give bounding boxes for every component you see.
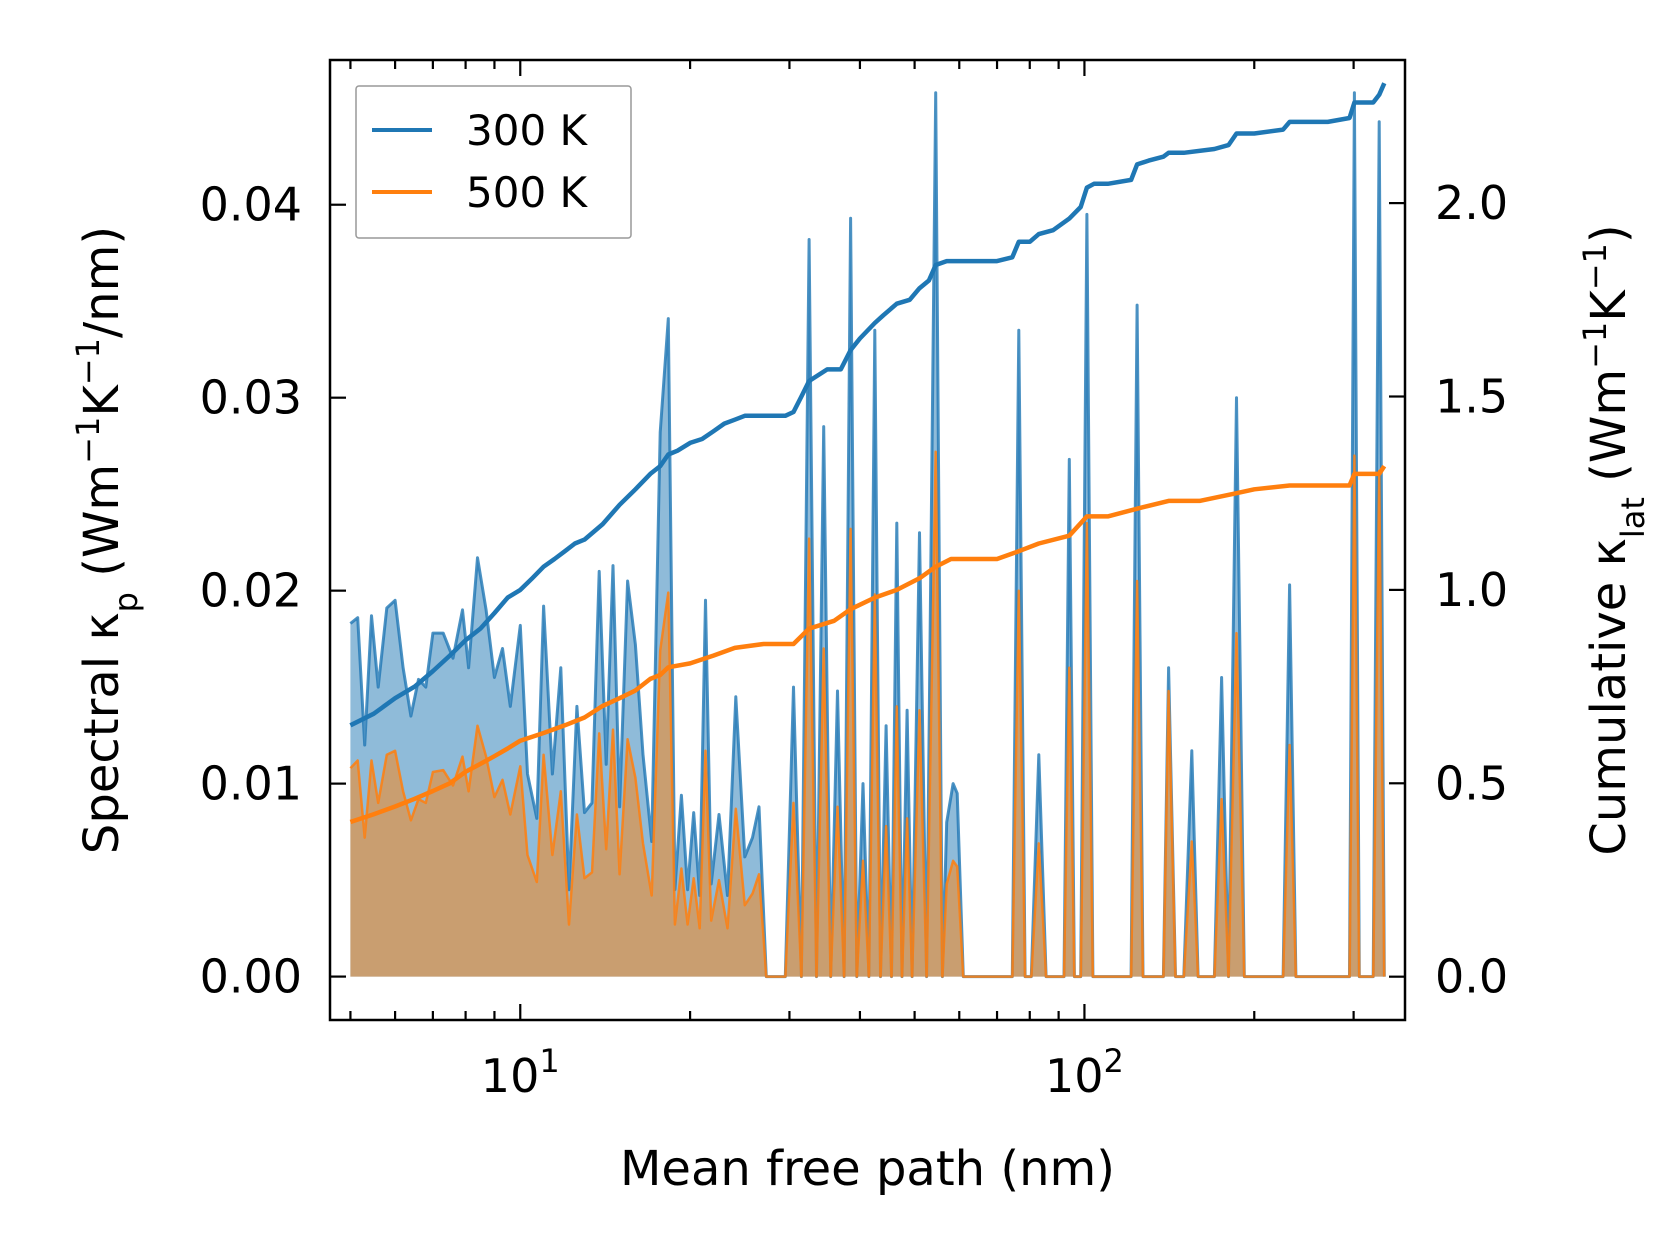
y-right-tick-label: 2.0: [1435, 176, 1508, 230]
x-tick-label: 101: [481, 1042, 560, 1103]
y-left-tick-label: 0.04: [200, 178, 302, 232]
legend-label-500k: 500 K: [466, 168, 589, 217]
cumulative-line-300k: [349, 82, 1387, 728]
legend: 300 K 500 K: [355, 85, 632, 239]
y-right-tick-label: 1.0: [1435, 563, 1508, 617]
y-right-tick-label: 0.5: [1435, 756, 1508, 810]
y-left-tick-label: 0.00: [200, 950, 302, 1004]
y-axis-label-right: Cumulative κlat (Wm−1K−1): [1576, 224, 1652, 855]
spectral-line-500k: [349, 450, 1386, 978]
x-axis-label: Mean free path (nm): [620, 1141, 1115, 1197]
y-right-tick-label: 0.0: [1435, 950, 1508, 1004]
spectral-area-500k: [350, 451, 1385, 977]
y-axis-label-left: Spectral κp (Wm−1K−1/nm): [69, 226, 145, 854]
plot-area: [349, 82, 1387, 979]
plot-frame: [328, 58, 1407, 1022]
y-right-tick-label: 1.5: [1435, 370, 1508, 424]
y-left-tick-label: 0.01: [200, 757, 302, 811]
ticks: 101 102 0.00 0.01 0.02 0.03 0.04 0.0 0.5 1.0 1.5 2.…: [200, 60, 1508, 1103]
legend-box: [355, 85, 632, 239]
x-tick-label: 102: [1045, 1042, 1124, 1103]
y-left-tick-label: 0.02: [200, 564, 302, 618]
y-left-tick-label: 0.03: [200, 371, 302, 425]
cumulative-line-500k: [349, 464, 1387, 825]
spectral-area-300k: [350, 92, 1385, 977]
legend-label-300k: 300 K: [466, 106, 589, 155]
